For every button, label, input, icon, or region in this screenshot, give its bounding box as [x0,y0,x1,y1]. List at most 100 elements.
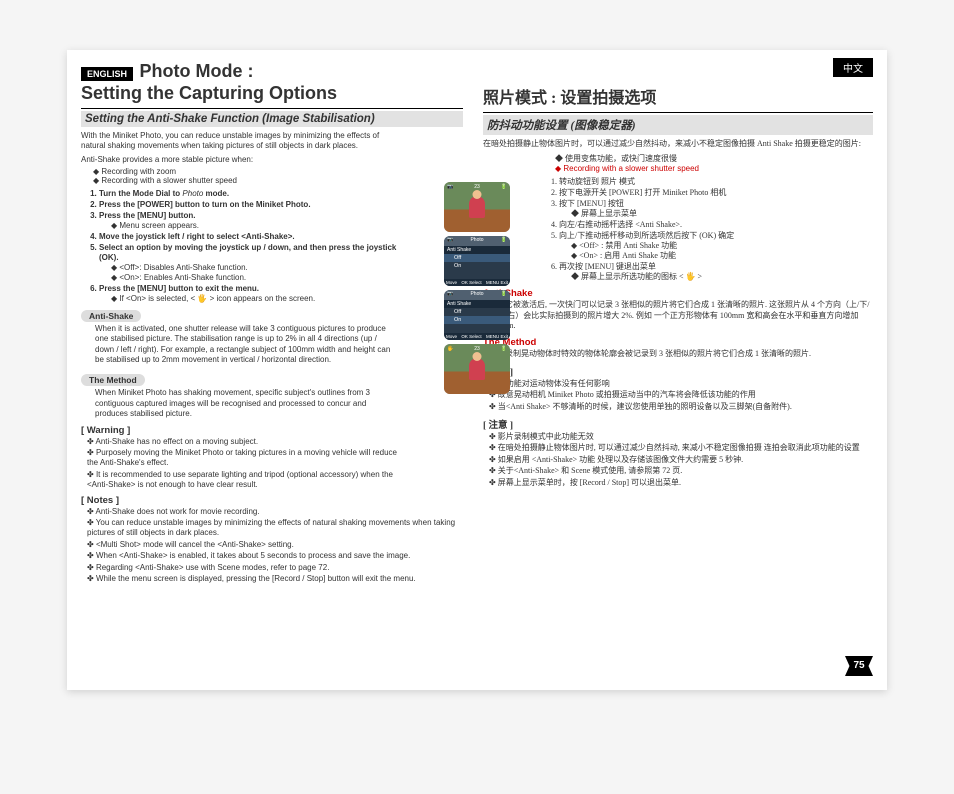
step-cn-4: 向左/右推动摇杆选择 <Anti Shake>. [559,220,873,230]
list-item: Regarding <Anti-Shake> use with Scene mo… [87,563,463,573]
list-item: 如果启用 <Anti-Shake> 功能 处理以及存储该图像文件大约需要 5 秒… [489,455,873,465]
menu-header: 📷 Photo 🔋 [444,236,510,246]
menu-title: Anti Shake [444,246,510,254]
battery-icon: 🔋 [501,237,507,243]
title-en-line1: Photo Mode : [140,61,254,81]
list-item: <Multi Shot> mode will cancel the <Anti-… [87,540,463,550]
lang-badge-cn: 中文 [833,58,873,77]
anti-header-cn: Anti-Shake [483,288,873,299]
photo-subject [469,358,485,380]
step-6: Press the [MENU] button to exit the menu… [99,284,397,304]
step-5: Select an option by moving the joystick … [99,243,397,283]
camera-screenshots-strip: 3 📷 23 🔋 4 📷 Photo 🔋 Anti Shake Off [444,182,510,398]
menu-footer: Move OK Select MENU Exit [444,279,510,286]
footer-move: Move [446,334,457,339]
warn-header-cn: [ 警告 ] [483,364,873,378]
list-item: 当<Anti Shake> 不够清晰的时候，建议您使用单独的照明设备以及三脚架(… [489,402,873,412]
divider [81,108,463,109]
list-item: 屏幕上显示菜单时，按 [Record / Stop] 可以退出菜单. [489,478,873,488]
list-item: It is recommended to use separate lighti… [87,470,397,490]
warning-list-en: Anti-Shake has no effect on a moving sub… [81,437,463,490]
warning-header-en: [ Warning ] [81,425,463,436]
steps-en: Turn the Mode Dial to Photo mode. Press … [81,189,463,304]
mode-label: Photo [470,291,483,297]
menu-option-on: On [444,316,510,324]
chinese-column: 照片模式 : 设置拍摄选项 防抖动功能设置 (图像稳定器) 在暗处拍摄静止物体图… [477,50,887,690]
anti-body-en: When it is activated, one shutter releas… [81,324,463,366]
step-cn-5: 向上/下推动摇杆移动到所选项然后按下 (OK) 确定 <Off> : 禁用 An… [559,231,873,261]
english-column: ENGLISH Photo Mode : Setting the Capturi… [67,50,477,690]
list-item: Anti-Shake does not work for movie recor… [87,507,463,517]
notes-list-en: Anti-Shake does not work for movie recor… [81,507,463,585]
footer-ok: OK Select [461,280,481,285]
manual-page: 中文 ENGLISH Photo Mode : Setting the Capt… [67,50,887,690]
screenshot-3: 3 📷 23 🔋 [444,182,510,232]
list-item: While the menu screen is displayed, pres… [87,574,463,584]
footer-menu: MENU Exit [486,334,508,339]
steps-cn: 转动旋钮到 照片 模式 按下电源开关 [POWER] 打开 Miniket Ph… [483,177,873,282]
lang-badge-en: ENGLISH [81,67,133,81]
pill-anti-shake: Anti-Shake [81,310,141,322]
screenshot-4: 4 📷 Photo 🔋 Anti Shake Off On Move OK Se… [444,236,510,286]
list-item: 故意晃动相机 Miniket Photo 或拍摄运动当中的汽车将会降低该功能的作… [489,390,873,400]
battery-icon: 🔋 [501,291,507,297]
step-2: Press the [POWER] button to turn on the … [99,200,397,210]
list-item: Recording with zoom [93,167,463,176]
notes-list-cn: 影片录制模式中此功能无效 在暗处拍摄静止物体图片时, 可以通过减少自然抖动, 来… [483,432,873,488]
photo-subject [469,196,485,218]
step-cn-2: 按下电源开关 [POWER] 打开 Miniket Photo 相机 [559,188,873,198]
subtitle-en: Setting the Anti-Shake Function (Image S… [81,111,463,127]
stable-en: Anti-Shake provides a more stable pictur… [81,155,463,165]
anti-body-cn: 当它被激活后, 一次快门可以记录 3 张相似的照片将它们合成 1 张清晰的照片.… [483,300,873,331]
camera-icon: 📷 [447,237,453,243]
list-item: 影片录制模式中此功能无效 [489,432,873,442]
intro-cn: 在暗处拍摄静止物体图片时，可以通过减少自然抖动，来减小不稳定图像拍摄 Anti … [483,139,873,149]
pill-method: The Method [81,374,145,386]
list-item: When <Anti-Shake> is enabled, it takes a… [87,551,463,561]
screenshot-6: 6 🖐 23 🔋 [444,344,510,394]
step-cn-3: 按下 [MENU] 按钮 屏幕上显示菜单 [559,199,873,219]
camera-icon: 📷 [447,184,453,190]
method-body-en: When Miniket Photo has shaking movement,… [81,388,463,419]
menu-title: Anti Shake [444,300,510,308]
title-cn: 照片模式 : 设置拍摄选项 [483,84,873,108]
menu-option-off: Off [444,308,510,316]
list-item: 在暗处拍摄静止物体图片时, 可以通过减少自然抖动, 来减小不稳定图像拍摄 连拍会… [489,443,873,453]
list-item: 使用变焦功能，或快门速度很慢 [555,153,873,164]
camera-icon: 📷 [447,291,453,297]
list-item: Anti-Shake has no effect on a moving sub… [87,437,397,447]
notes-header-cn: [ 注意 ] [483,417,873,431]
stable-bullets-en: Recording with zoom Recording with a slo… [81,167,463,185]
step-4: Move the joystick left / right to select… [99,232,397,242]
footer-ok: OK Select [461,334,481,339]
list-item: Recording with a slower shutter speed [555,164,873,173]
battery-icon: 🔋 [501,184,507,190]
list-item: Recording with a slower shutter speed [93,176,463,185]
screenshot-5: 5 📷 Photo 🔋 Anti Shake Off On Move OK Se… [444,290,510,340]
battery-icon: 🔋 [501,346,507,352]
method-header-cn: The Method [483,337,873,348]
notes-header-en: [ Notes ] [81,495,463,506]
menu-header: 📷 Photo 🔋 [444,290,510,300]
step-cn-1: 转动旋钮到 照片 模式 [559,177,873,187]
step-1: Turn the Mode Dial to Photo mode. [99,189,397,199]
method-body-cn: 当录制晃动物体时特效的物体轮廓会被记录到 3 张相似的照片将它们合成 1 张清晰… [483,349,873,359]
list-item: Purposely moving the Miniket Photo or ta… [87,448,397,468]
list-item: 关于<Anti-Shake> 和 Scene 模式使用, 请参照第 72 页. [489,466,873,476]
list-item: You can reduce unstable images by minimi… [87,518,463,538]
subtitle-cn: 防抖动功能设置 (图像稳定器) [483,115,873,135]
menu-option-off: Off [444,254,510,262]
step-cn-6: 再次按 [MENU] 键退出菜单 屏幕上显示所选功能的图标 < 🖐 > [559,262,873,282]
menu-option-on: On [444,262,510,270]
list-item: 该功能对运动物体没有任何影响 [489,379,873,389]
mode-label: Photo [470,237,483,243]
footer-menu: MENU Exit [486,280,508,285]
divider [483,112,873,113]
intro-en: With the Miniket Photo, you can reduce u… [81,131,463,152]
menu-footer: Move OK Select MENU Exit [444,333,510,340]
step-3: Press the [MENU] button. Menu screen app… [99,211,397,231]
antishake-icon: 🖐 [447,346,453,352]
footer-move: Move [446,280,457,285]
warn-list-cn: 该功能对运动物体没有任何影响 故意晃动相机 Miniket Photo 或拍摄运… [483,379,873,412]
title-en-line2: Setting the Capturing Options [81,84,463,104]
